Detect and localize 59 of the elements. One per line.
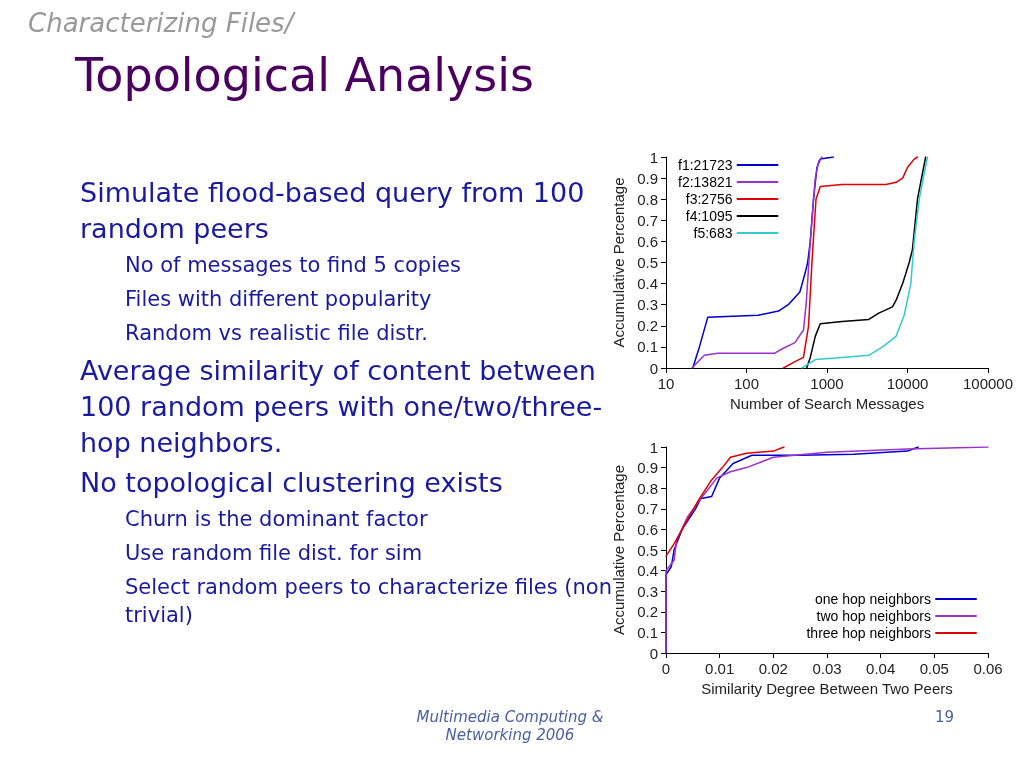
legend-label: f3:2756	[685, 191, 733, 207]
legend-label: one hop neighbors	[815, 591, 931, 607]
x-tick-label: 0.03	[812, 660, 842, 677]
text: Files with different popularity	[125, 287, 432, 311]
x-axis-title: Similarity Degree Between Two Peers	[701, 680, 953, 697]
y-tick-label: 0.7	[637, 500, 658, 518]
x-tick-label: 0.02	[758, 660, 788, 677]
legend-label: f1:21723	[678, 157, 733, 173]
y-tick-label: 0.7	[637, 211, 658, 229]
y-tick-label: 1	[649, 438, 658, 456]
x-tick-label: 0	[661, 660, 671, 677]
text: Random vs realistic file distr.	[125, 321, 428, 345]
text: Churn is the dominant factor	[125, 507, 428, 531]
line-series	[665, 446, 785, 557]
text: No of messages to find 5 copies	[125, 253, 461, 277]
text: Topological Analysis	[75, 48, 535, 102]
text: Simulate flood-based query from 100 random peers	[80, 177, 585, 244]
x-tick-label: 100000	[962, 375, 1014, 392]
y-tick-label: 0.5	[637, 541, 658, 559]
y-tick-label: 0.3	[637, 582, 658, 600]
x-axis-title: Number of Search Messages	[729, 395, 925, 412]
y-tick-label: 0.6	[637, 520, 658, 538]
y-axis-title: Accumulative Percentage	[610, 177, 628, 348]
legend-label: three hop neighbors	[806, 625, 931, 641]
y-tick-label: 0.8	[637, 190, 658, 208]
y-tick-label: 0.5	[637, 254, 658, 271]
text: Use random file dist. for sim	[125, 541, 423, 565]
y-tick-label: 0.9	[637, 169, 658, 187]
x-tick-label: 100	[733, 375, 760, 392]
y-tick-label: 0.4	[637, 275, 658, 293]
legend-label: f5:683	[693, 225, 733, 241]
y-tick-label: 0.9	[637, 459, 658, 477]
y-axis-title: Accumulative Percentage	[610, 464, 628, 636]
legend-label: two hop neighbors	[816, 608, 931, 624]
y-tick-label: 0.1	[637, 623, 658, 641]
y-tick-label: 1	[649, 148, 658, 166]
text: Characterizing Files/	[28, 8, 294, 38]
y-tick-label: 0.4	[637, 562, 658, 580]
y-tick-label: 0.3	[637, 296, 658, 314]
text: Multimedia Computing & Networking 2006	[415, 708, 605, 744]
x-tick-label: 10	[657, 375, 675, 392]
x-tick-label: 0.05	[919, 660, 949, 677]
y-tick-label: 0.2	[637, 603, 658, 621]
legend-label: f2:13821	[678, 174, 733, 190]
x-tick-label: 1000	[810, 375, 844, 392]
y-tick-label: 0	[649, 359, 658, 377]
legend-label: f4:1095	[685, 208, 733, 224]
text: 19	[935, 708, 955, 726]
x-tick-label: 10000	[886, 375, 929, 392]
y-tick-label: 0.1	[637, 338, 658, 356]
x-tick-label: 0.01	[705, 660, 735, 677]
text: Average similarity of content between 100 random peers with one/two/three-hop neighbors.	[80, 354, 604, 460]
x-tick-label: 0.06	[973, 660, 1003, 677]
y-tick-label: 0	[649, 644, 658, 662]
y-tick-label: 0.6	[637, 232, 658, 250]
x-tick-label: 0.04	[866, 660, 896, 677]
text: No topological clustering exists	[80, 467, 503, 498]
y-tick-label: 0.2	[637, 317, 658, 335]
y-tick-label: 0.8	[637, 479, 658, 497]
